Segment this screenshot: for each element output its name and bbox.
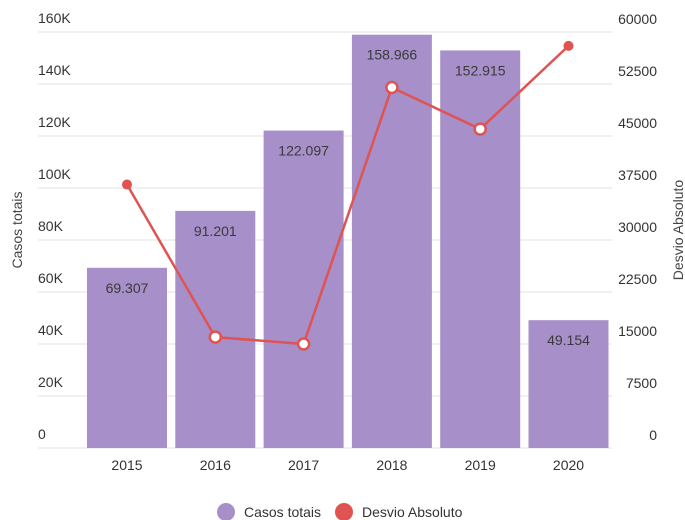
bar-data-label: 91.201: [194, 223, 237, 239]
x-tick-label: 2016: [200, 457, 231, 473]
x-axis: 2015 2016 2017 2018 2019 2020: [111, 457, 584, 473]
y2-tick-label: 30000: [618, 219, 657, 235]
legend-swatch-line: [335, 503, 353, 520]
y2-tick-label: 52500: [618, 63, 657, 79]
bar-data-label: 69.307: [106, 280, 149, 296]
bar: [175, 210, 256, 448]
bar-series: [87, 34, 609, 449]
line-point: [296, 337, 311, 351]
y2-tick-label: 22500: [618, 271, 657, 287]
bar: [528, 320, 609, 448]
x-tick-label: 2018: [376, 457, 407, 473]
y-tick-label: 0: [38, 426, 46, 442]
y-tick-label: 20K: [38, 374, 64, 390]
bar: [440, 50, 521, 449]
legend: Casos totais Desvio Absoluto: [217, 503, 463, 520]
y-tick-label: 160K: [38, 10, 71, 26]
y-tick-label: 120K: [38, 114, 71, 130]
bar-data-label: 158.966: [367, 47, 418, 63]
bar: [87, 267, 167, 448]
y-tick-label: 80K: [38, 218, 64, 234]
y-tick-label: 140K: [38, 62, 71, 78]
y-axis-title: Casos totais: [9, 191, 25, 268]
line-series: [122, 40, 574, 351]
x-tick-label: 2015: [111, 457, 142, 473]
y-tick-label: 40K: [38, 322, 64, 338]
y2-tick-label: 7500: [626, 375, 657, 391]
bar-data-labels: 69.307 91.201 122.097 158.966 152.915 49.154: [106, 47, 591, 349]
y-axis-right: 0 7500 15000 22500 30000 37500 45000 52500 60000: [618, 11, 657, 443]
y2-tick-label: 0: [649, 427, 657, 443]
y2-tick-label: 15000: [618, 323, 657, 339]
line-point: [122, 179, 132, 190]
y2-axis-title: Desvio Absoluto: [670, 180, 685, 281]
y-tick-label: 100K: [38, 166, 71, 182]
line-point: [473, 122, 487, 136]
x-tick-label: 2019: [465, 457, 496, 473]
line-point: [208, 330, 223, 344]
bar-data-label: 152.915: [455, 62, 506, 78]
line-path: [125, 44, 570, 346]
legend-label-line: Desvio Absoluto: [362, 504, 463, 520]
bar-data-label: 49.154: [547, 332, 590, 348]
x-tick-label: 2017: [288, 457, 319, 473]
bar-data-label: 122.097: [278, 143, 329, 159]
y-axis-left: 0 20K 40K 60K 80K 100K 120K 140K 160K: [38, 10, 71, 442]
legend-swatch-bars: [217, 503, 235, 520]
y-tick-label: 60K: [38, 270, 64, 286]
y2-tick-label: 60000: [618, 11, 657, 27]
y2-tick-label: 45000: [618, 115, 657, 131]
y2-tick-label: 37500: [618, 167, 657, 183]
bar: [351, 34, 432, 448]
line-point: [385, 80, 399, 95]
line-point: [563, 40, 574, 51]
legend-label-bars: Casos totais: [244, 504, 321, 520]
bar: [263, 130, 344, 449]
x-tick-label: 2020: [553, 457, 584, 473]
